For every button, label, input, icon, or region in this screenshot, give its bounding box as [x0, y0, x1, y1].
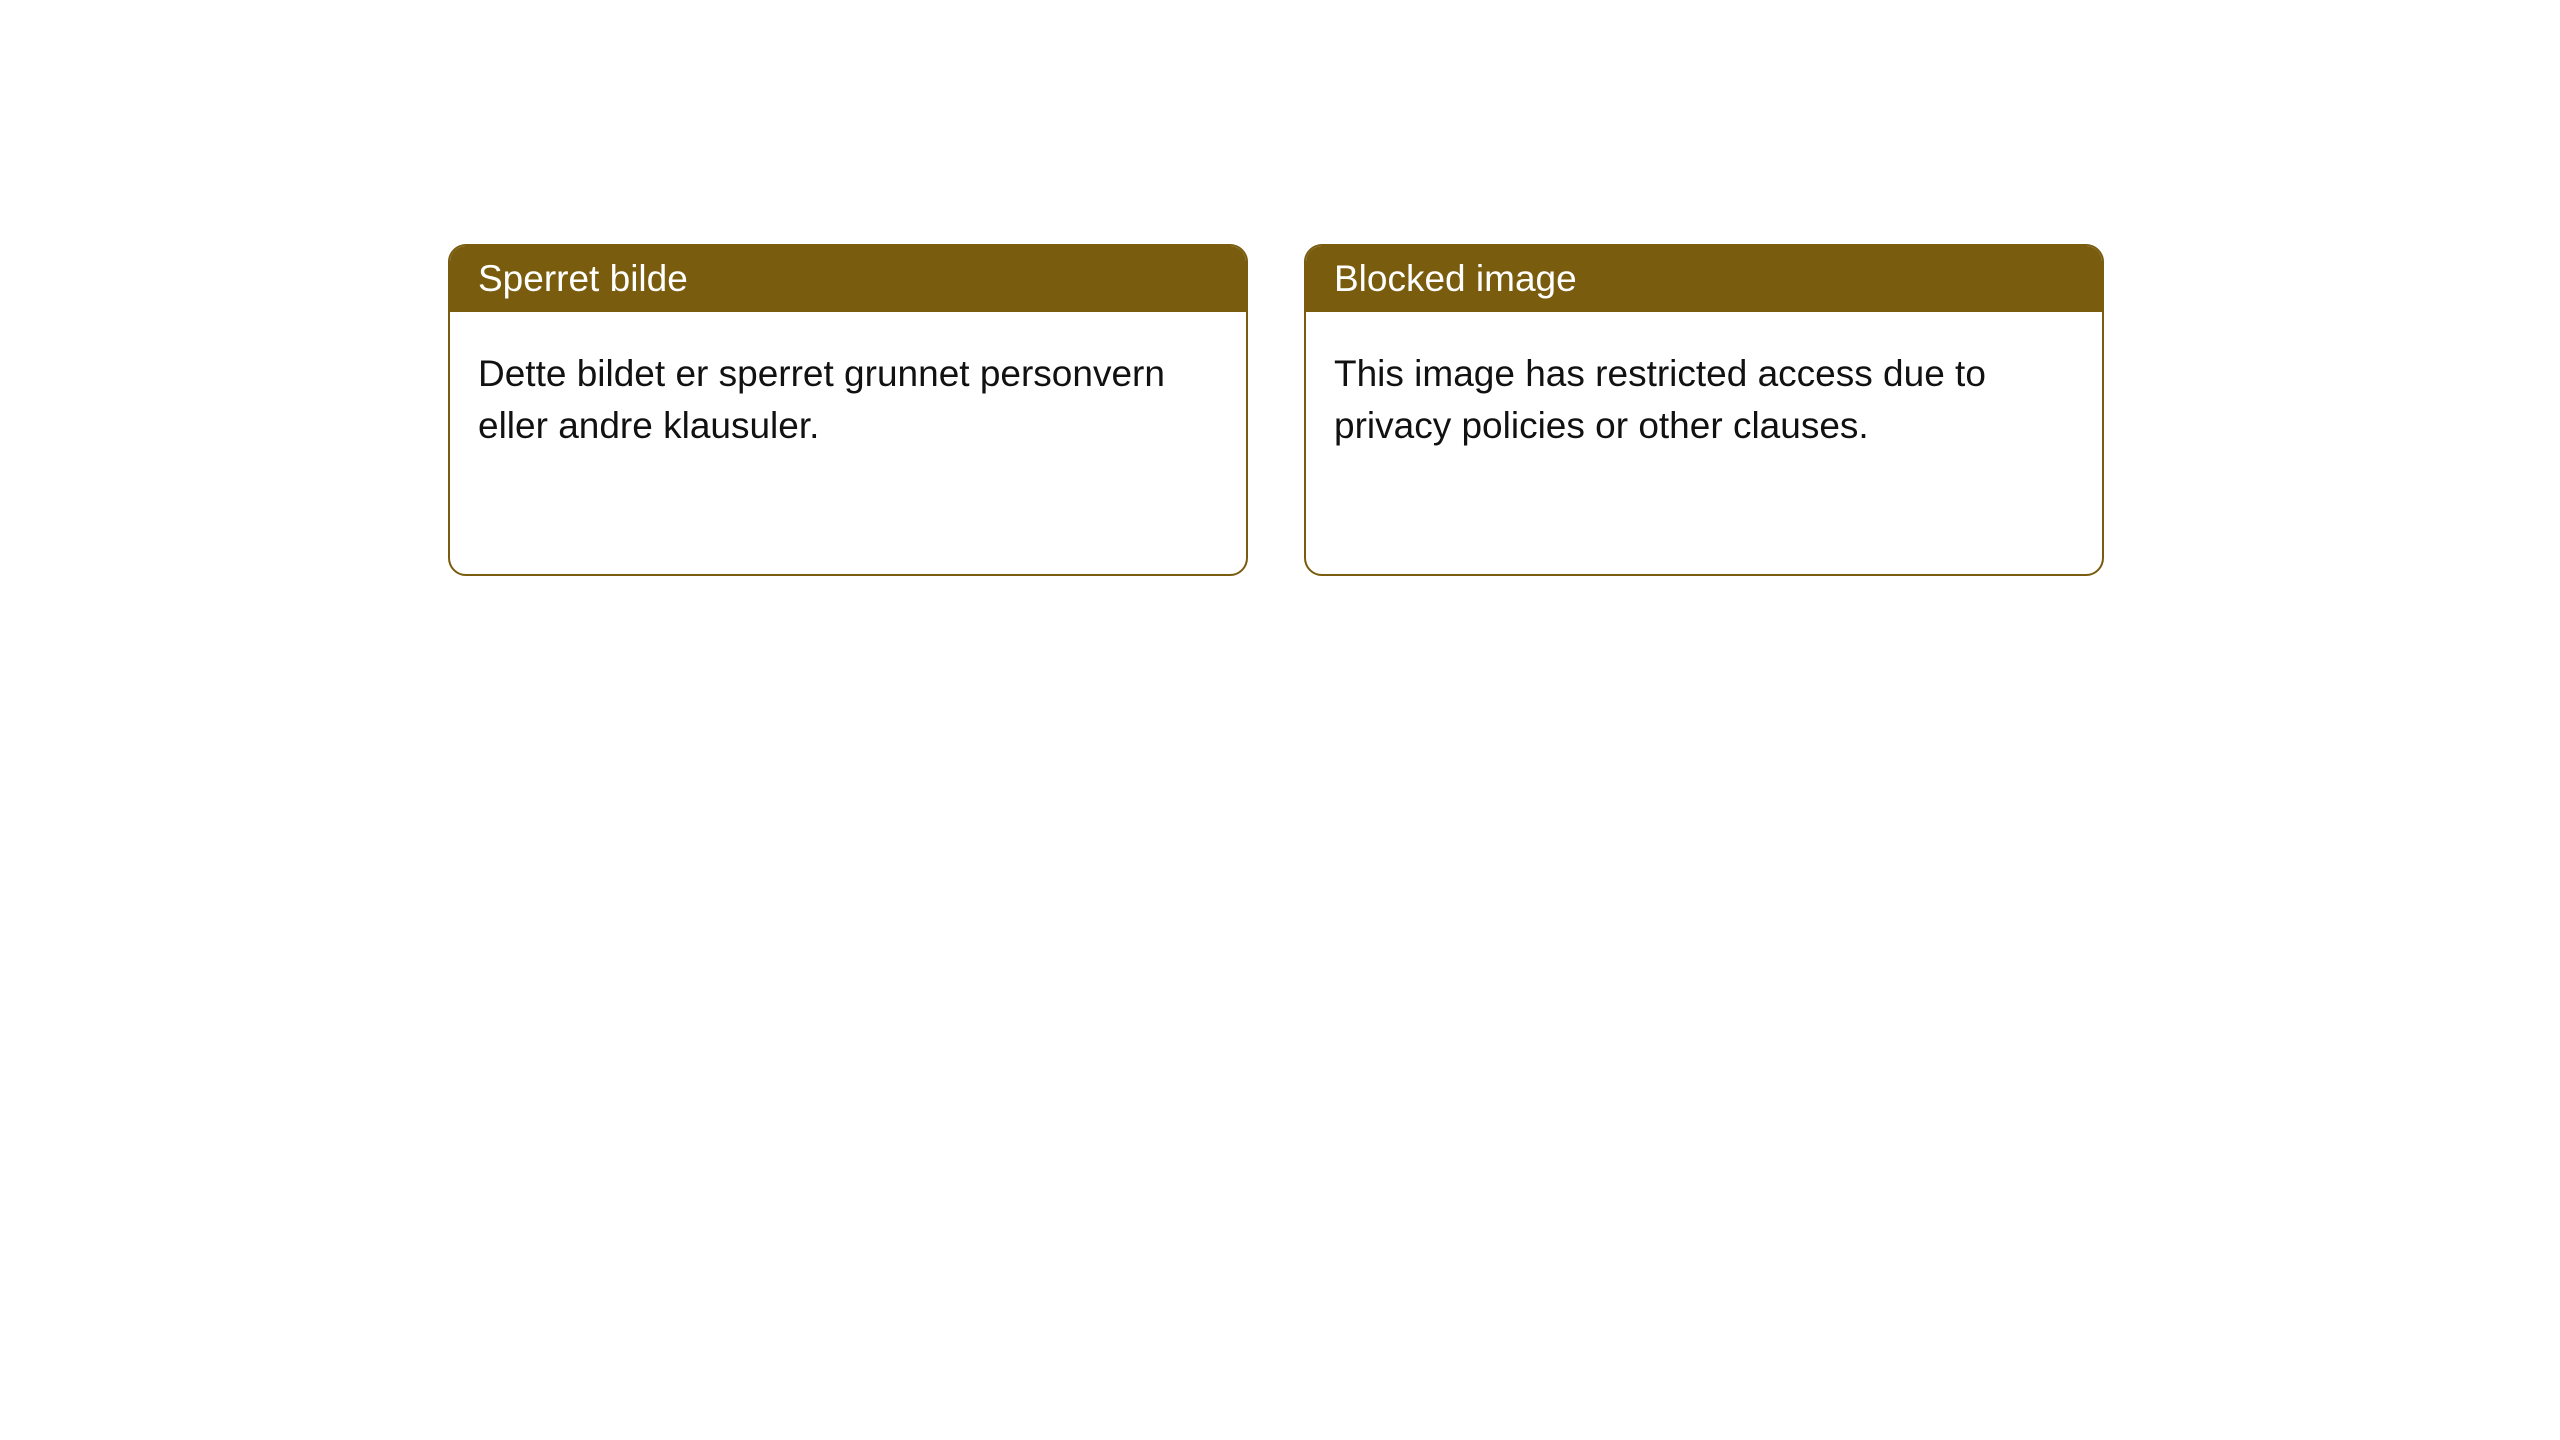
notice-container: Sperret bilde Dette bildet er sperret gr…	[0, 0, 2560, 576]
card-message-en: This image has restricted access due to …	[1334, 353, 1986, 446]
card-body-no: Dette bildet er sperret grunnet personve…	[450, 312, 1246, 488]
card-header-no: Sperret bilde	[450, 246, 1246, 312]
card-header-en: Blocked image	[1306, 246, 2102, 312]
card-title-en: Blocked image	[1334, 258, 1577, 299]
card-title-no: Sperret bilde	[478, 258, 688, 299]
card-body-en: This image has restricted access due to …	[1306, 312, 2102, 488]
blocked-image-card-no: Sperret bilde Dette bildet er sperret gr…	[448, 244, 1248, 576]
blocked-image-card-en: Blocked image This image has restricted …	[1304, 244, 2104, 576]
card-message-no: Dette bildet er sperret grunnet personve…	[478, 353, 1165, 446]
